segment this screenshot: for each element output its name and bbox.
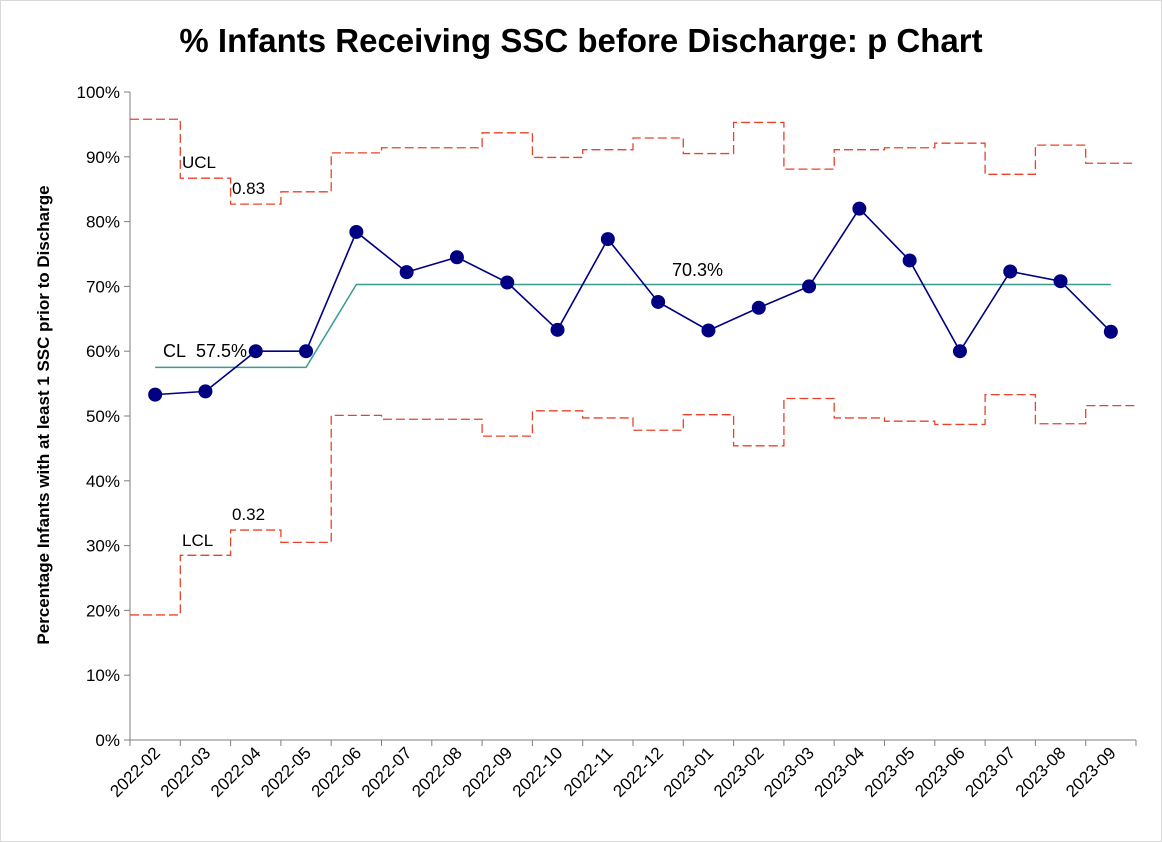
data-point	[449, 250, 464, 265]
data-point	[651, 294, 666, 309]
x-tick-label: 2022-09	[459, 743, 517, 801]
data-point	[751, 300, 766, 315]
data-point	[399, 265, 414, 280]
data-point	[600, 232, 615, 247]
data-point	[902, 253, 917, 268]
data-point	[852, 201, 867, 216]
ucl-line	[130, 118, 1136, 205]
p-series	[148, 201, 1118, 402]
y-tick-label: 0%	[95, 731, 120, 750]
x-tick-label: 2022-02	[106, 743, 164, 801]
x-tick-label: 2023-05	[861, 743, 919, 801]
x-tick-label: 2022-07	[358, 743, 416, 801]
data-point	[248, 344, 263, 359]
data-point	[802, 279, 817, 294]
x-tick-label: 2022-04	[207, 743, 265, 801]
data-point	[299, 344, 314, 359]
data-point	[500, 275, 515, 290]
data-point	[1103, 324, 1118, 339]
y-tick-label: 30%	[86, 537, 120, 556]
cl-line	[155, 283, 1111, 369]
data-point	[1053, 274, 1068, 289]
cl-label: CL	[163, 341, 186, 361]
y-tick-label: 40%	[86, 472, 120, 491]
x-tick-label: 2023-04	[811, 743, 869, 801]
chart-title: % Infants Receiving SSC before Discharge…	[179, 22, 983, 59]
control-limits	[130, 118, 1136, 616]
annotations: UCL 0.83 LCL 0.32 CL 57.5% 70.3%	[163, 153, 723, 550]
y-tick-label: 20%	[86, 601, 120, 620]
data-point	[1003, 264, 1018, 279]
ucl-label: UCL	[182, 153, 216, 172]
y-tick-label: 70%	[86, 277, 120, 296]
y-tick-label: 60%	[86, 342, 120, 361]
data-point	[198, 384, 213, 399]
data-point	[148, 387, 163, 402]
data-point	[550, 322, 565, 337]
x-tick-label: 2022-06	[308, 743, 366, 801]
x-tick-label: 2022-11	[560, 743, 617, 800]
data-point	[701, 323, 716, 338]
x-tick-label: 2023-03	[760, 743, 818, 801]
x-tick-label: 2023-07	[962, 743, 1020, 801]
y-tick-label: 90%	[86, 148, 120, 167]
lcl-label: LCL	[182, 531, 213, 550]
y-tick-label: 50%	[86, 407, 120, 426]
data-point	[952, 344, 967, 359]
data-point	[349, 224, 364, 239]
x-tick-label: 2022-05	[257, 743, 315, 801]
p-line	[155, 207, 1112, 396]
x-tick-label: 2023-01	[660, 743, 718, 801]
lcl-line	[130, 393, 1136, 616]
y-tick-label: 10%	[86, 666, 120, 685]
x-tick-label: 2022-03	[157, 743, 215, 801]
cl-value-label-1: 57.5%	[196, 341, 247, 361]
x-tick-label: 2023-02	[710, 743, 768, 801]
lcl-value-label: 0.32	[232, 505, 265, 524]
x-tick-label: 2023-08	[1012, 743, 1070, 801]
y-tick-label: 100%	[77, 83, 120, 102]
x-tick-label: 2022-10	[509, 743, 567, 801]
y-tick-label: 80%	[86, 213, 120, 232]
ucl-value-label: 0.83	[232, 179, 265, 198]
x-tick-label: 2023-09	[1062, 743, 1120, 801]
center-line	[155, 283, 1111, 369]
x-tick-label: 2023-06	[911, 743, 969, 801]
x-tick-label: 2022-08	[408, 743, 466, 801]
x-tick-label: 2022-12	[609, 743, 667, 801]
cl-value-label-2: 70.3%	[672, 260, 723, 280]
